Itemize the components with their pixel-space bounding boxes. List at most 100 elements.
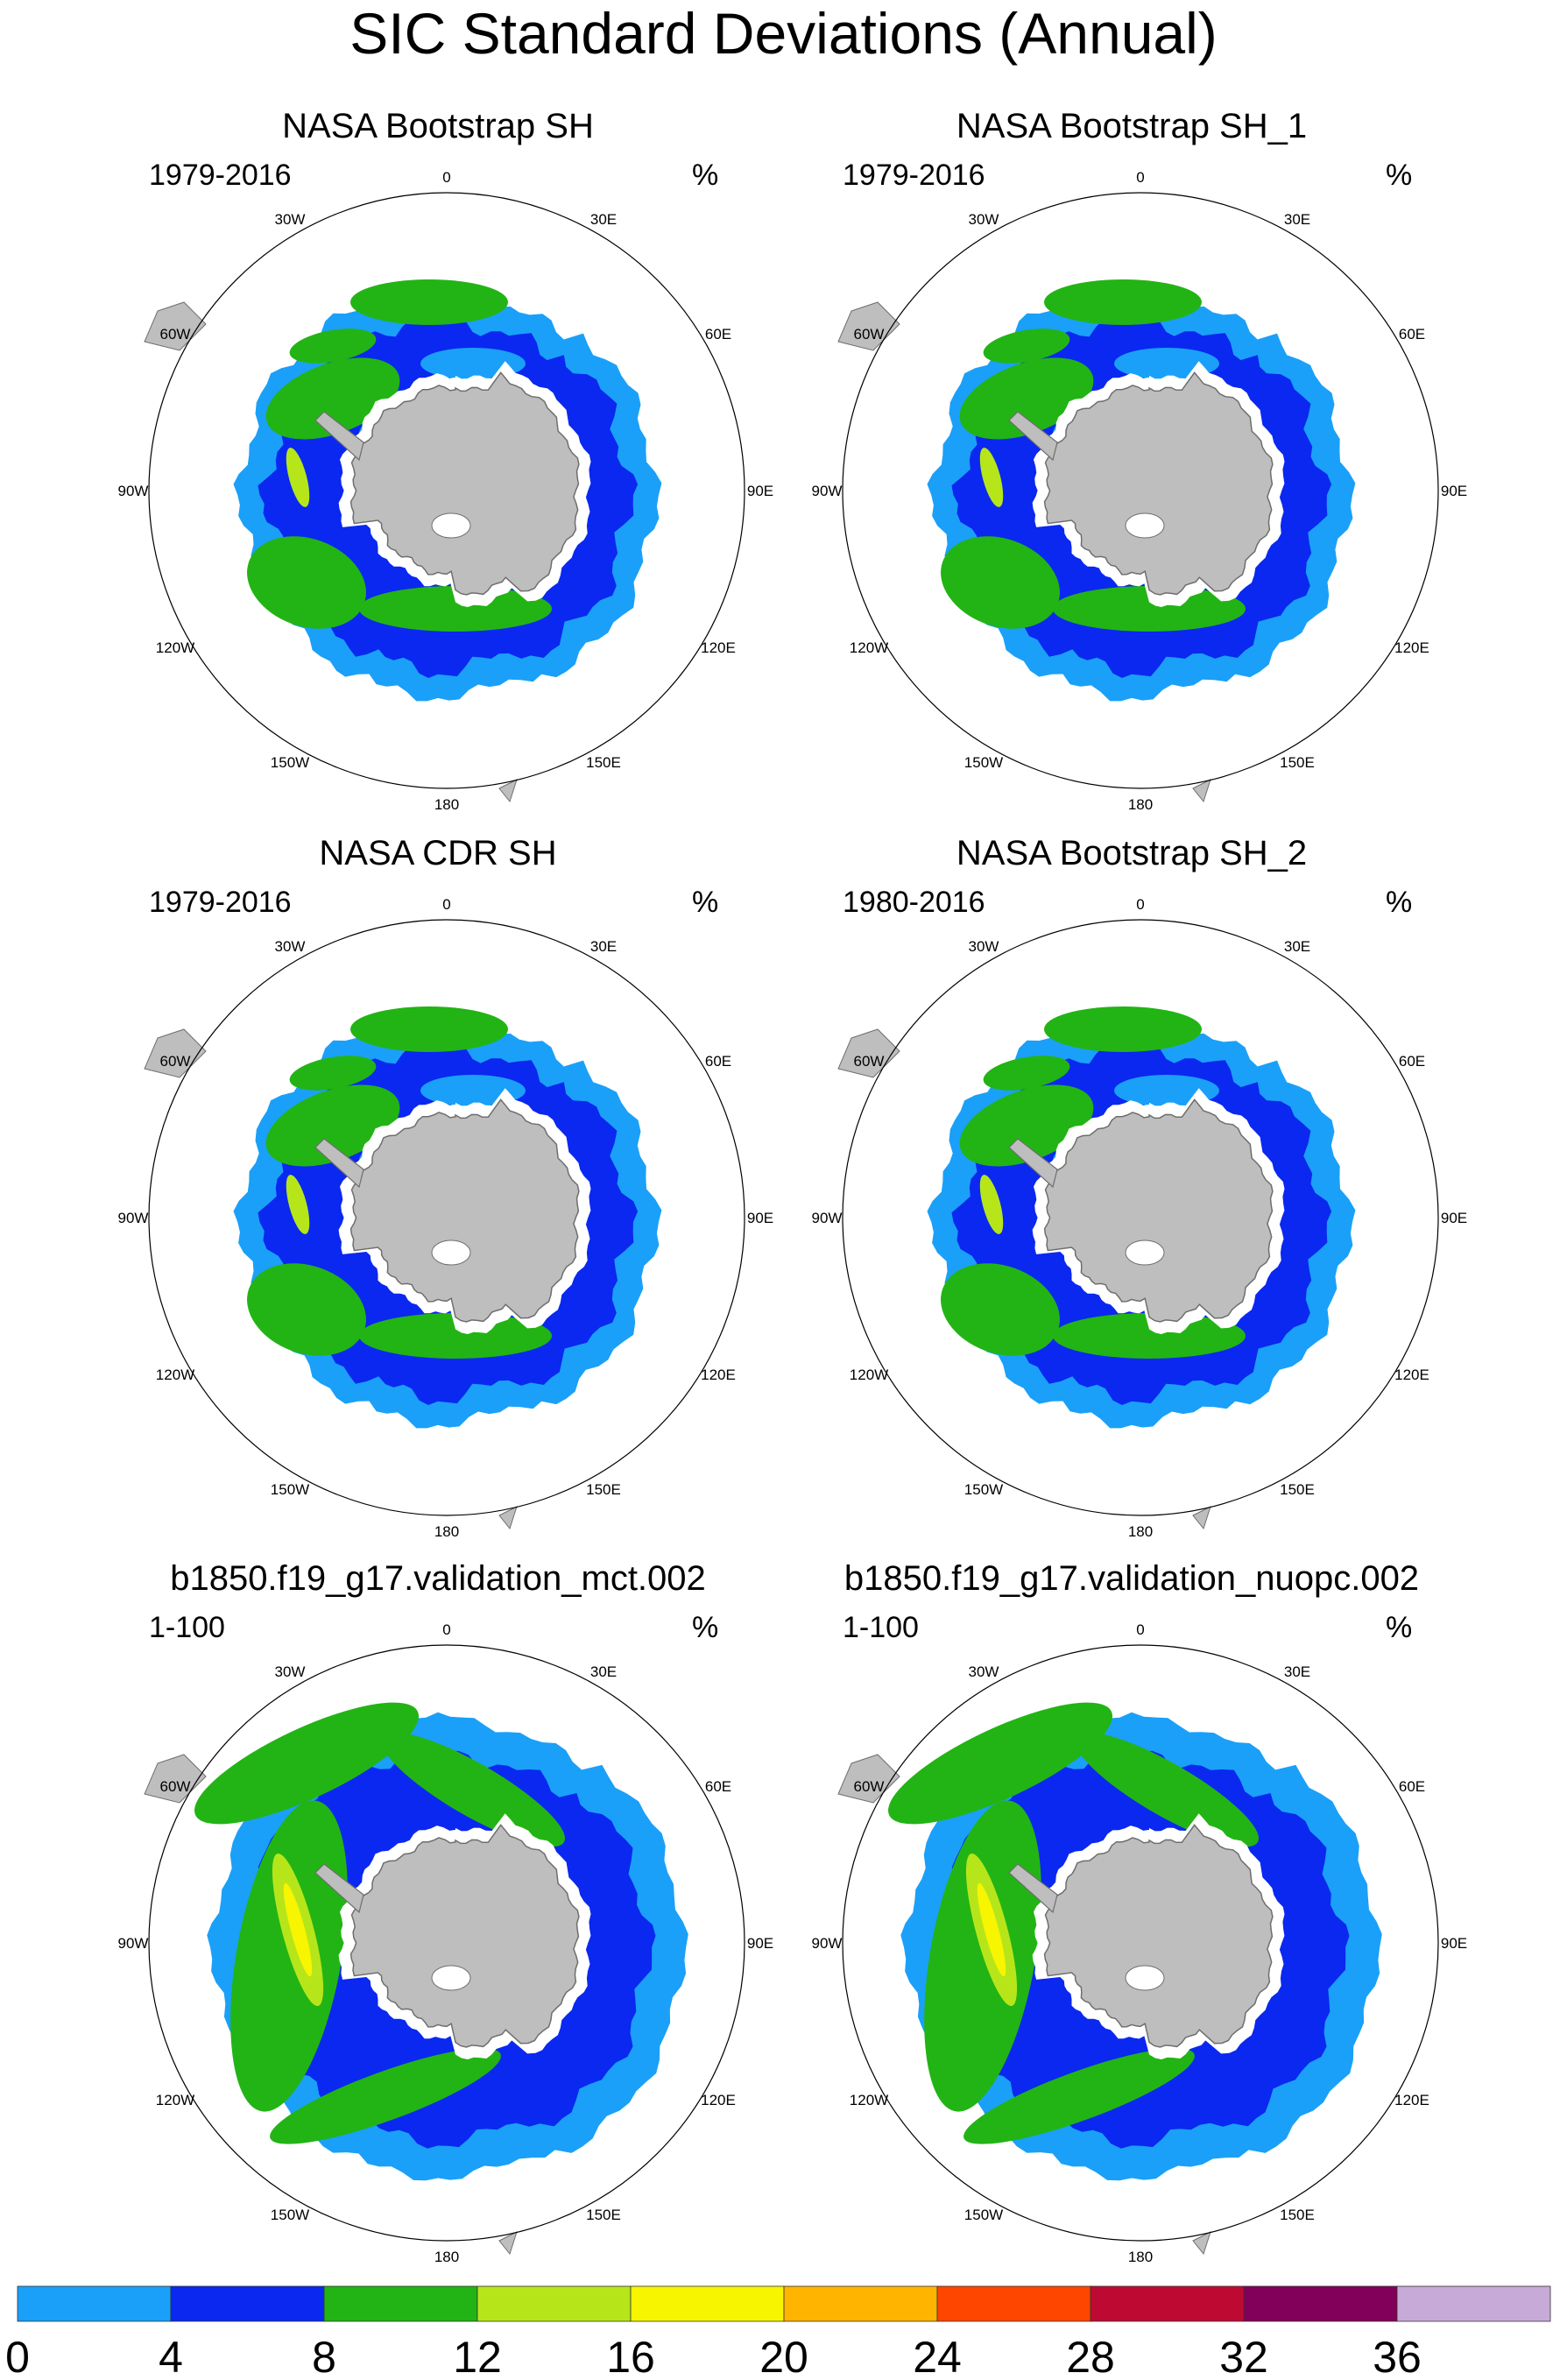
longitude-label: 60W (854, 326, 885, 343)
colorbar-segment (630, 2285, 785, 2322)
longitude-label: 120E (701, 1367, 736, 1383)
longitude-label: 90W (812, 483, 843, 499)
panel-title: NASA Bootstrap SH (282, 107, 594, 145)
panel-title: b1850.f19_g17.validation_nuopc.002 (843, 1559, 1420, 1598)
antarctica-landmass (349, 371, 580, 596)
ice-band-8-12 (887, 1702, 1113, 1825)
longitude-label: 150E (586, 1481, 621, 1498)
longitude-label: 150W (964, 2207, 1003, 2223)
colorbar-tick-label: 0 (5, 2333, 30, 2380)
map-panel-4: NASA Bootstrap SH_2 1980-2016 % 0 30E 60E 9… (755, 832, 1508, 1568)
longitude-label: 150W (271, 754, 309, 771)
ice-band-8-12 (289, 328, 377, 364)
panel-title: b1850.f19_g17.validation_mct.002 (170, 1559, 706, 1598)
ice-band-8-12 (350, 1006, 508, 1052)
longitude-label: 120W (850, 2092, 888, 2108)
panel-unit: % (692, 886, 719, 919)
colorbar-tick-label: 28 (1066, 2333, 1115, 2380)
longitude-label: 150E (1280, 754, 1315, 771)
ross-ice-shelf-notch (1125, 1239, 1165, 1266)
antarctica-landmass (349, 1824, 580, 2048)
polar-map: 0 30E 60E 90E 120E 150E 180 150W 120W 90W 60W 30W (812, 1621, 1468, 2265)
antarctic-peninsula (1008, 1138, 1058, 1189)
polar-boundary-ring (842, 1644, 1439, 2242)
longitude-label: 120W (156, 2092, 194, 2108)
longitude-label: 150W (271, 1481, 309, 1498)
panel-period: 1980-2016 (843, 886, 985, 919)
longitude-label: 30W (275, 1663, 306, 1680)
longitude-label: 60W (854, 1778, 885, 1795)
ross-ice-shelf-notch (1125, 1965, 1165, 1991)
panel-period: 1-100 (843, 1611, 919, 1644)
longitude-label: 180 (434, 2249, 459, 2265)
polar-map: 0 30E 60E 90E 120E 150E 180 150W 120W 90W 60W 30W (118, 169, 774, 813)
panel-unit: % (1386, 1611, 1413, 1644)
polar-boundary-ring (842, 919, 1439, 1516)
longitude-label: 0 (1136, 1621, 1144, 1638)
panel-unit: % (692, 159, 719, 192)
longitude-label: 120E (701, 2092, 736, 2108)
panel-title: NASA Bootstrap SH_2 (956, 834, 1308, 872)
ice-band-8-12 (359, 586, 552, 632)
antarctic-peninsula (314, 1863, 364, 1914)
new-zealand-tip (1192, 779, 1211, 803)
polar-map: 0 30E 60E 90E 120E 150E 180 150W 120W 90W 60W 30W (118, 1621, 774, 2265)
longitude-label: 60W (854, 1053, 885, 1070)
longitude-label: 60E (705, 326, 731, 343)
longitude-label: 90E (747, 483, 773, 499)
longitude-label: 0 (442, 169, 450, 186)
longitude-label: 30W (275, 211, 306, 228)
longitude-label: 30E (1284, 1663, 1310, 1680)
ice-band-8-12 (1075, 1732, 1259, 1847)
longitude-label: 180 (434, 1523, 459, 1540)
ice-band-8-12 (983, 328, 1070, 364)
colorbar-segment (783, 2285, 938, 2322)
ice-band-8-12 (983, 1056, 1070, 1091)
colorbar-segment (1090, 2285, 1245, 2322)
longitude-label: 30E (1284, 938, 1310, 955)
colorbar-segment (1243, 2285, 1398, 2322)
longitude-label: 0 (442, 1621, 450, 1638)
longitude-label: 30W (969, 211, 999, 228)
antarctic-peninsula (314, 1138, 364, 1189)
longitude-label: 150W (964, 1481, 1003, 1498)
panel-period: 1-100 (149, 1611, 225, 1644)
longitude-label: 180 (1128, 1523, 1153, 1540)
longitude-label: 90W (118, 483, 149, 499)
longitude-label: 0 (442, 896, 450, 913)
polar-boundary-ring (148, 919, 745, 1516)
longitude-label: 60E (705, 1778, 731, 1795)
longitude-label: 150W (964, 754, 1003, 771)
colorbar-tick-label: 20 (759, 2333, 808, 2380)
colorbar-tick-label: 32 (1219, 2333, 1268, 2380)
ice-band-8-12 (350, 279, 508, 325)
new-zealand-tip (1192, 1506, 1211, 1530)
longitude-label: 150W (271, 2207, 309, 2223)
panel-unit: % (1386, 159, 1413, 192)
ice-band-8-12 (1044, 279, 1202, 325)
longitude-label: 60W (160, 1053, 191, 1070)
new-zealand-tip (498, 2231, 518, 2256)
panel-period: 1979-2016 (843, 159, 985, 192)
longitude-label: 30E (590, 1663, 617, 1680)
ice-band-8-12 (941, 1263, 1060, 1356)
longitude-label: 150E (1280, 1481, 1315, 1498)
longitude-label: 120W (156, 1367, 194, 1383)
map-panel-6: b1850.f19_g17.validation_nuopc.002 1-100… (755, 1557, 1508, 2293)
longitude-label: 60W (160, 326, 191, 343)
ice-band-8-12 (963, 2048, 1195, 2144)
panel-title: NASA Bootstrap SH_1 (956, 107, 1308, 145)
longitude-label: 90E (1441, 1210, 1467, 1226)
ice-band-8-12 (230, 1800, 348, 2112)
longitude-label: 30W (969, 1663, 999, 1680)
longitude-label: 120W (850, 639, 888, 656)
ross-ice-shelf-notch (431, 512, 471, 539)
ice-band-12-16 (286, 448, 310, 507)
longitude-label: 90W (118, 1935, 149, 1952)
figure-title: SIC Standard Deviations (Annual) (349, 1, 1218, 66)
ice-band-16-20 (283, 1882, 313, 1977)
ice-band-8-12 (1053, 586, 1246, 632)
longitude-label: 120W (156, 639, 194, 656)
panel-title: NASA CDR SH (319, 834, 557, 872)
ice-band-8-12 (1053, 1313, 1246, 1359)
